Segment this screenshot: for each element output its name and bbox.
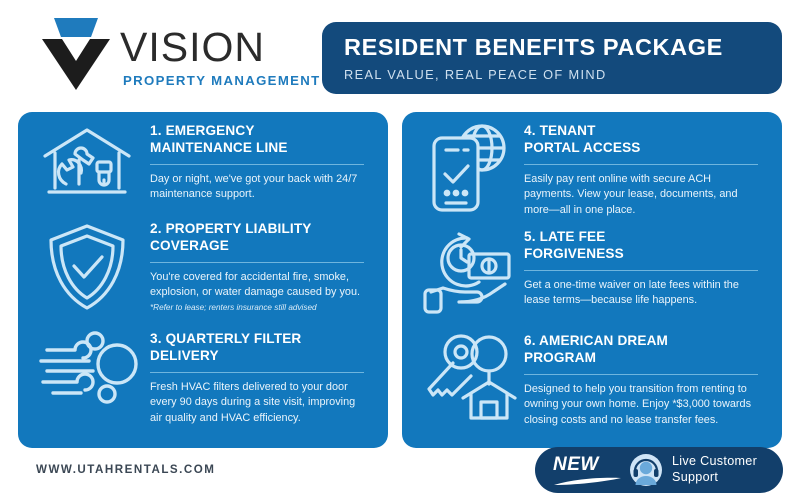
benefit-item-tenant-portal: 4. TENANT PORTAL ACCESS Easily pay rent … <box>412 122 774 218</box>
website-url[interactable]: WWW.UTAHRENTALS.COM <box>36 463 216 476</box>
benefit-item-property-liability: 2. PROPERTY LIABILITY COVERAGE You're co… <box>24 220 380 314</box>
benefit-description: Fresh HVAC filters delivered to your doo… <box>150 380 356 424</box>
headset-support-icon <box>630 454 662 486</box>
swoosh-underline-icon <box>554 477 621 485</box>
keys-house-icon <box>412 332 524 424</box>
benefit-title-line2: PORTAL ACCESS <box>524 140 641 156</box>
benefit-item-quarterly-filter: 3. QUARTERLY FILTER DELIVERY Fresh HVAC … <box>24 330 380 426</box>
benefit-title: 1. EMERGENCY MAINTENANCE LINE <box>150 122 364 157</box>
benefit-item-emergency-maintenance: 1. EMERGENCY MAINTENANCE LINE Day or nig… <box>24 122 380 206</box>
new-label-wrap: NEW <box>553 454 627 486</box>
house-tools-icon <box>24 122 150 206</box>
benefit-title: 5. LATE FEE FORGIVENESS <box>524 228 758 263</box>
phone-globe-icon <box>412 122 524 216</box>
benefit-title-line2: PROGRAM <box>524 350 597 366</box>
airflow-filter-icon <box>24 330 150 408</box>
vision-v-logo-icon <box>42 18 110 90</box>
benefit-item-american-dream: 6. AMERICAN DREAM PROGRAM Designed to he… <box>412 332 774 428</box>
benefit-title-line1: 5. LATE FEE <box>524 229 606 244</box>
benefit-description: Easily pay rent online with secure ACH p… <box>524 172 738 216</box>
benefit-title: 2. PROPERTY LIABILITY COVERAGE <box>150 220 364 255</box>
benefit-description: You're covered for accidental fire, smok… <box>150 270 361 299</box>
support-label: Live Customer Support <box>672 454 757 485</box>
header: VISION PROPERTY MANAGEMENT RESIDENT BENE… <box>0 0 800 105</box>
benefit-note: *Refer to lease; renters insurance still… <box>150 302 317 312</box>
page-title: RESIDENT BENEFITS PACKAGE <box>344 34 723 60</box>
page-subtitle: REAL VALUE, REAL PEACE OF MIND <box>344 66 607 82</box>
benefit-title-line2: FORGIVENESS <box>524 246 624 262</box>
support-label-line2: Support <box>672 470 719 484</box>
divider <box>150 261 364 263</box>
divider <box>524 269 758 271</box>
benefit-title: 3. QUARTERLY FILTER DELIVERY <box>150 330 364 365</box>
benefit-title-line1: 1. EMERGENCY <box>150 123 255 138</box>
benefit-title-line1: 3. QUARTERLY FILTER <box>150 331 302 346</box>
divider <box>524 373 758 375</box>
divider <box>150 163 364 165</box>
new-label: NEW <box>553 454 599 475</box>
benefit-item-late-fee-forgiveness: 5. LATE FEE FORGIVENESS Get a one-time w… <box>412 228 774 316</box>
benefit-title-line2: COVERAGE <box>150 238 229 254</box>
benefit-title: 4. TENANT PORTAL ACCESS <box>524 122 758 157</box>
title-banner: RESIDENT BENEFITS PACKAGE REAL VALUE, RE… <box>322 22 782 94</box>
support-label-line1: Live Customer <box>672 454 758 469</box>
hand-money-clock-icon <box>412 228 524 316</box>
brand-name: VISION <box>120 24 265 70</box>
benefit-title-line2: MAINTENANCE LINE <box>150 140 288 156</box>
benefit-description: Get a one-time waiver on late fees withi… <box>524 278 739 307</box>
brand-logo[interactable]: VISION PROPERTY MANAGEMENT <box>36 14 321 90</box>
benefit-title: 6. AMERICAN DREAM PROGRAM <box>524 332 758 367</box>
brand-tagline: PROPERTY MANAGEMENT <box>123 72 321 88</box>
divider <box>524 163 758 165</box>
benefit-title-line2: DELIVERY <box>150 348 219 364</box>
shield-check-icon <box>24 220 150 314</box>
divider <box>150 371 364 373</box>
live-customer-support-badge[interactable]: NEW Live Customer Support <box>535 447 783 493</box>
benefit-description: Designed to help you transition from ren… <box>524 382 752 426</box>
benefit-title-line1: 2. PROPERTY LIABILITY <box>150 221 312 236</box>
benefit-title-line1: 6. AMERICAN DREAM <box>524 333 669 348</box>
benefit-title-line1: 4. TENANT <box>524 123 596 138</box>
benefit-description: Day or night, we've got your back with 2… <box>150 172 358 201</box>
